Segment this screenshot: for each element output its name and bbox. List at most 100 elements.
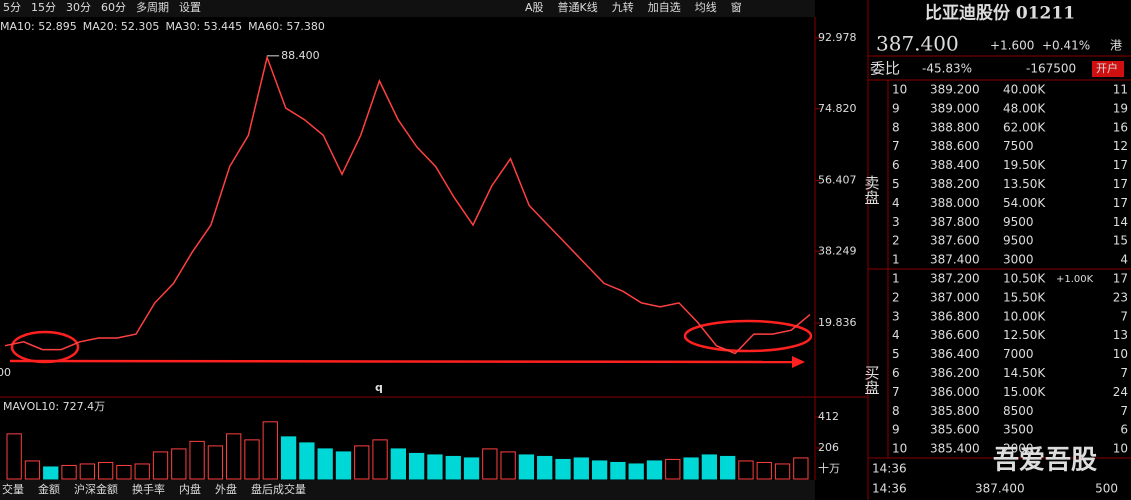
book-count: 7 [1120,309,1128,323]
volume-bar [189,440,205,480]
book-price: 388.600 [930,139,980,153]
level: 8 [892,404,900,418]
annotation-arrow [9,359,796,364]
book-count: 13 [1113,328,1128,342]
volume-bar [61,464,77,480]
volume-bar [390,448,407,480]
volume-bar [665,458,681,480]
sell-label: 卖盘 [863,175,881,205]
tool-button[interactable]: 窗 [731,0,742,14]
book-count: 19 [1113,101,1128,115]
tool-button[interactable]: 加自选 [648,1,681,14]
open-account[interactable]: 开户 [1096,61,1118,75]
book-count: 11 [1113,83,1128,97]
y-tick-label: 56.407 [818,174,857,187]
volume-bar [427,454,443,480]
max-label: 88.400 [281,49,320,62]
level: 5 [892,177,900,191]
level: 7 [892,139,900,153]
volume-title: MAVOL10: 727.4万 [3,400,105,413]
indicator-tab[interactable]: 换手率 [132,482,165,496]
level: 9 [892,101,900,115]
tool-button[interactable]: 普通K线 [558,0,598,14]
indicator-tab[interactable]: 沪深金额 [74,482,118,496]
volume-bar [500,451,516,480]
indicator-tab[interactable]: 交量 [2,482,24,496]
book-count: 6 [1120,423,1128,437]
marker: q [375,381,383,394]
tick-time: 14:36 [872,482,907,496]
period-tab[interactable]: 60分 [101,1,126,14]
book-volume: 10.50K [1003,272,1046,286]
volume-unit: 十万 [818,461,840,475]
book-count: 12 [1113,139,1128,153]
y-tick-label: 19.836 [818,316,857,329]
tool-button[interactable]: A股 [525,1,544,14]
volume-bar [97,461,114,480]
volume-bar [555,458,571,480]
volume-bar [610,461,626,480]
change-pct: +0.41% [1042,39,1090,53]
book-volume: 15.50K [1003,290,1046,304]
book-price: 385.600 [930,423,980,437]
volume-bar [354,445,370,480]
book-count: 7 [1120,366,1128,380]
ratio-label: 委比 [870,60,900,78]
indicator-tab[interactable]: 金额 [38,482,60,496]
y-tick-label: 92.978 [818,31,857,44]
volume-bar [226,433,242,480]
book-volume: 10.00K [1003,309,1046,323]
level: 1 [892,272,900,286]
book-count: 23 [1113,290,1128,304]
indicator-tab[interactable]: 盘后成交量 [251,482,306,496]
level: 1 [892,253,900,267]
book-count: 10 [1113,442,1128,456]
tool-button[interactable]: 均线 [695,0,717,14]
book-count: 4 [1120,253,1128,267]
period-tab[interactable]: 设置 [179,1,201,14]
arrow-head [792,356,805,368]
book-price: 385.400 [930,442,980,456]
book-volume: 3000 [1003,253,1034,267]
volume-bar [573,457,589,480]
book-count: 17 [1113,177,1128,191]
tool-button[interactable]: 九转 [612,0,634,14]
buy-label: 买盘 [863,365,881,395]
volume-bar [317,448,333,480]
book-price: 387.200 [930,272,980,286]
period-tab[interactable]: 多周期 [136,0,169,14]
book-price: 389.000 [930,101,980,115]
tab-bar [0,480,815,500]
change: +1.600 [990,39,1034,53]
open-account-bg [1092,61,1124,77]
volume-bar [463,457,480,480]
book-volume: 62.00K [1003,120,1046,134]
volume-bar [24,460,41,480]
period-tab[interactable]: 5分 [3,1,21,14]
ratio: -45.83% [922,62,972,76]
volume-bar [701,454,718,480]
y-tick-label: 206 [818,441,839,454]
tick-price: 387.400 [975,482,1025,496]
level: 2 [892,234,900,248]
tick-time: 14:36 [872,462,907,476]
volume-bar [537,455,553,480]
y-tick-label: 412 [818,410,839,423]
book-count: 15 [1113,234,1128,248]
level: 4 [892,328,900,342]
book-price: 387.000 [930,290,980,304]
volume-bar [43,466,59,480]
book-count: 16 [1113,120,1128,134]
book-count: 17 [1113,272,1128,286]
book-count: 17 [1113,196,1128,210]
book-volume: 13.50K [1003,177,1046,191]
period-tab[interactable]: 15分 [31,1,56,14]
indicator-tab[interactable]: 内盘 [179,482,201,496]
volume-bar [628,463,644,480]
book-price: 387.800 [930,215,980,229]
period-tab[interactable]: 30分 [66,1,91,14]
indicator-tab[interactable]: 外盘 [215,482,237,496]
volume-bar [335,451,352,480]
